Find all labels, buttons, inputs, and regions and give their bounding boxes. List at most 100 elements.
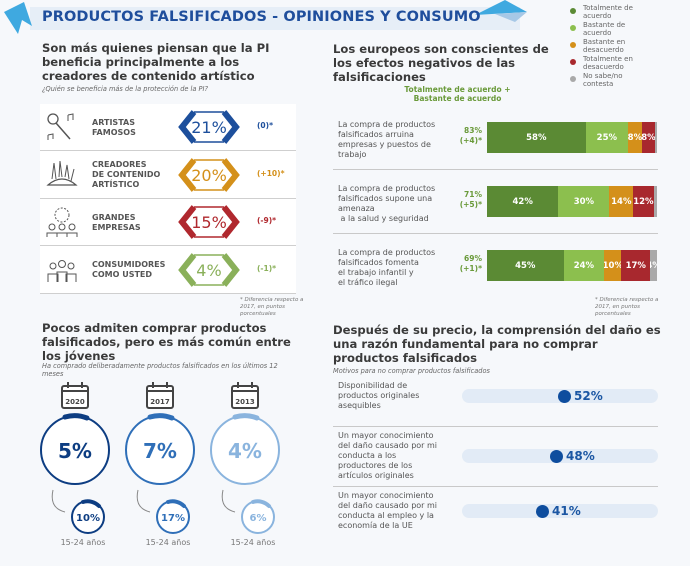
reason-text: Disponibilidad de productos originales ase… xyxy=(338,381,419,411)
statement-line: falsificados fomenta xyxy=(338,258,419,267)
svg-text:2013: 2013 xyxy=(235,398,255,406)
svg-text:2020: 2020 xyxy=(65,398,85,406)
reason-line: productos originales xyxy=(338,391,420,400)
legend-label: Bastante en desacuerdo xyxy=(583,38,626,54)
microphone-icon xyxy=(44,111,80,143)
legend-item: Totalmente en desacuerdo xyxy=(570,55,633,71)
statement-text: La compra de productos falsificados supon… xyxy=(338,184,435,224)
statement-line: La compra de productos xyxy=(338,184,436,193)
reason-line: conducta al empleo y la xyxy=(338,511,434,520)
stacked-bar: 58% 25% 8% 8% xyxy=(487,122,657,153)
bar-segment: 58% xyxy=(487,122,586,153)
year-group: 2017 7% 17% 15-24 años xyxy=(120,380,200,560)
reason-line: del daño causado por mi xyxy=(338,501,438,510)
statement-line: el trabajo infantil y xyxy=(338,268,414,277)
business-people-icon xyxy=(44,206,80,238)
statement-line: La compra de productos xyxy=(338,248,436,257)
bar-segment: 24% xyxy=(563,250,605,281)
reason-line: Disponibilidad de xyxy=(338,381,408,390)
consumers-icon xyxy=(44,254,80,286)
svg-text:10%: 10% xyxy=(76,513,100,524)
reason-text: Un mayor conocimiento del daño causado po… xyxy=(338,431,437,481)
legend-swatch xyxy=(570,42,576,48)
year-group: 2020 5% 10% 15-24 años xyxy=(35,380,115,560)
svg-text:6%: 6% xyxy=(250,513,267,524)
percentage-badge: 21% xyxy=(178,109,240,145)
row-divider xyxy=(333,169,658,170)
percentage-value: 21% xyxy=(191,118,227,137)
legend-label: Bastante de acuerdo xyxy=(583,21,626,37)
bar-segment: 14% xyxy=(609,186,634,217)
age-label: 15-24 años xyxy=(60,538,106,547)
change-value: (+10)* xyxy=(257,168,285,178)
label-line: ARTÍSTICO xyxy=(92,180,140,189)
legend-label: No sabe/no contesta xyxy=(583,72,623,88)
legend-label: Totalmente en desacuerdo xyxy=(583,55,633,71)
beneficiary-row: ARTISTAS FAMOSOS 21% (0)* xyxy=(40,104,296,151)
beneficiary-label: ARTISTAS FAMOSOS xyxy=(92,118,136,138)
legend-item: Totalmente de acuerdo xyxy=(570,4,633,20)
label-line: CONSUMIDORES xyxy=(92,260,166,269)
reasons-subtitle: Motivos para no comprar productos falsif… xyxy=(333,367,490,375)
reason-track: 52% xyxy=(462,389,658,403)
beneficiaries-panel: ARTISTAS FAMOSOS 21% (0)* CREADORES DE CONTEN… xyxy=(40,104,296,294)
bar-segment: 45% xyxy=(487,250,564,281)
reason-text: Un mayor conocimiento del daño causado po… xyxy=(338,491,437,531)
calendar-icon: 2020 5% 10% xyxy=(40,382,110,534)
year-group: 2013 4% 6% 15-24 años xyxy=(205,380,285,560)
purchases-subtitle: Ha comprado deliberadamente productos fa… xyxy=(42,362,278,378)
reason-value: 52% xyxy=(574,389,603,403)
reason-line: Un mayor conocimiento xyxy=(338,431,434,440)
statement-line: falsificados supone una xyxy=(338,194,433,203)
percentage-value: 20% xyxy=(191,166,227,185)
legend-label: Totalmente de acuerdo xyxy=(583,4,633,20)
bar-segment: 42% xyxy=(487,186,559,217)
label-line: FAMOSOS xyxy=(92,127,136,137)
bar-segment: 12% xyxy=(633,186,654,217)
statement-text: La compra de productos falsificados arrui… xyxy=(338,120,435,160)
bar-segment: 8% xyxy=(628,122,642,153)
art-supplies-icon xyxy=(44,159,80,191)
total-change: (+1)* xyxy=(459,264,482,273)
awareness-heading: Los europeos son conscientes de los efec… xyxy=(333,42,549,84)
statement-line: amenaza xyxy=(338,204,375,213)
beneficiary-label: CONSUMIDORES COMO USTED xyxy=(92,260,165,280)
reason-line: conducta a los xyxy=(338,451,397,460)
legend-swatch xyxy=(570,8,576,14)
agree-total: 83% (+4)* xyxy=(452,126,482,146)
reason-line: productores de los xyxy=(338,461,413,470)
bar-segment: 8% xyxy=(641,122,656,153)
reason-value: 48% xyxy=(566,449,595,463)
reason-line: Un mayor conocimiento xyxy=(338,491,434,500)
reason-line: asequibles xyxy=(338,401,381,410)
row-divider xyxy=(333,426,658,427)
row-divider xyxy=(333,486,658,487)
change-value: (0)* xyxy=(257,121,273,130)
percentage-value: 15% xyxy=(191,213,227,232)
label-line: DE CONTENIDO xyxy=(92,170,161,179)
svg-text:2017: 2017 xyxy=(150,398,170,406)
beneficiary-label: CREADORES DE CONTENIDO ARTÍSTICO xyxy=(92,160,160,190)
total-change: (+5)* xyxy=(459,200,482,209)
footnote: * Diferencia respecto a 2017, en puntos … xyxy=(595,297,659,317)
stacked-bar: 42% 30% 14% 12% xyxy=(487,186,657,217)
beneficiary-row: CONSUMIDORES COMO USTED 4% (-1)* xyxy=(40,247,296,294)
stacked-bar: 45%24%10%17%4% xyxy=(487,250,657,281)
percentage-badge: 15% xyxy=(178,204,240,240)
legend: Totalmente de acuerdo Bastante de acuerdo Ba… xyxy=(570,4,633,89)
legend-item: Bastante en desacuerdo xyxy=(570,38,633,54)
legend-item: Bastante de acuerdo xyxy=(570,21,633,37)
total-value: 83% xyxy=(464,126,482,135)
statement-line: a la salud y seguridad xyxy=(338,214,429,223)
label-line: EMPRESAS xyxy=(92,222,141,232)
statement-line: el tráfico ilegal xyxy=(338,278,398,287)
total-header-line: Totalmente de acuerdo + xyxy=(404,85,511,94)
svg-text:7%: 7% xyxy=(143,439,177,463)
ribbon-decoration-icon xyxy=(475,0,527,22)
bar-segment: 4% xyxy=(650,250,657,281)
statement-line: falsificados arruina xyxy=(338,130,414,139)
percentage-badge: 20% xyxy=(178,157,240,193)
total-agree-header: Totalmente de acuerdo + Bastante de acue… xyxy=(400,85,515,103)
statement-line: empresas y puestos de xyxy=(338,140,431,149)
bar-segment: 10% xyxy=(604,250,622,281)
